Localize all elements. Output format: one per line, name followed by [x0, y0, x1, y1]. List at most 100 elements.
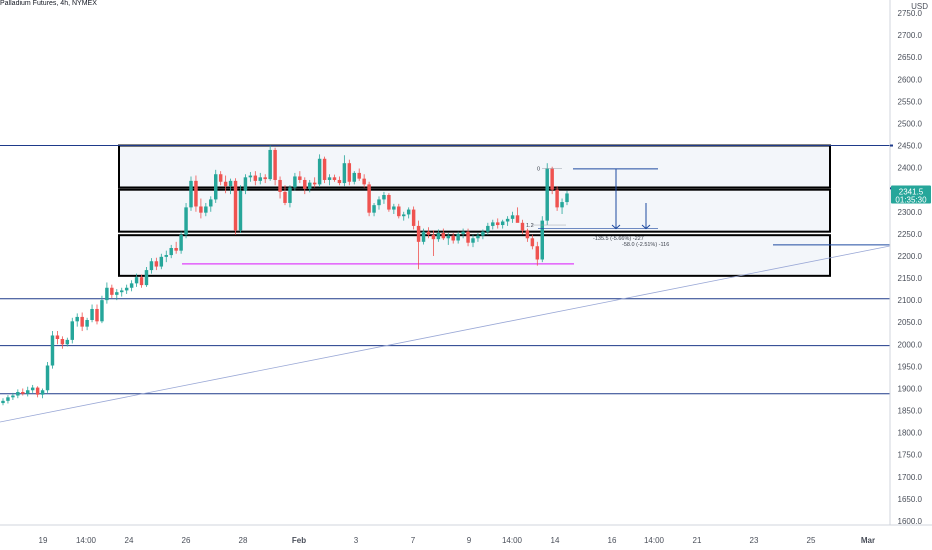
candle-body	[233, 180, 238, 231]
candle	[397, 203, 401, 219]
candle	[456, 231, 460, 244]
candle-body	[515, 215, 520, 223]
candle-body	[164, 255, 168, 257]
y-tick-label: 2150.0	[898, 274, 923, 283]
candle-body	[327, 177, 332, 180]
candle	[253, 171, 258, 186]
candle-body	[530, 238, 535, 247]
candle	[446, 232, 450, 245]
candle-body	[392, 206, 396, 210]
x-tick-label: 25	[807, 536, 816, 545]
candle-body	[139, 277, 144, 286]
x-tick-label: 23	[750, 536, 759, 545]
candle-body	[16, 392, 20, 396]
candle	[416, 220, 421, 270]
candle-body	[1, 400, 5, 404]
candle	[243, 174, 248, 195]
candle	[322, 156, 327, 184]
candle-body	[75, 316, 79, 322]
candle	[124, 284, 129, 294]
candle-body	[416, 225, 421, 242]
y-tick-label: 1650.0	[898, 495, 923, 504]
candle-body	[238, 190, 243, 231]
candle	[436, 229, 441, 242]
x-tick-label: 14:00	[76, 536, 97, 545]
candle	[120, 287, 124, 297]
candle	[535, 241, 540, 266]
candle-body	[90, 308, 94, 321]
x-tick-label: 14:00	[644, 536, 665, 545]
candle-body	[30, 387, 35, 391]
candle	[199, 198, 203, 219]
candle	[75, 313, 79, 327]
candle	[461, 228, 465, 239]
x-tick-label: 14	[551, 536, 560, 545]
zone-box-1	[118, 144, 831, 189]
candle	[476, 232, 480, 242]
candle	[308, 179, 312, 193]
candle	[288, 185, 292, 208]
candle	[164, 250, 168, 263]
candle-body	[535, 246, 540, 260]
candle-body	[382, 194, 386, 200]
candle-body	[60, 339, 65, 345]
axis-level-marker	[890, 144, 893, 147]
candle-body	[411, 209, 416, 226]
candle	[35, 386, 40, 398]
candle	[510, 211, 515, 223]
candle-body	[228, 180, 233, 187]
countdown-value: 01:35:30	[895, 195, 927, 204]
candle-body	[406, 209, 411, 215]
candle	[481, 229, 485, 240]
candle-body	[273, 149, 277, 180]
candle	[362, 174, 366, 188]
currency-label: USD	[911, 2, 928, 11]
candle	[431, 230, 436, 256]
candle	[471, 234, 475, 248]
candle-body	[500, 221, 505, 226]
candle	[342, 155, 347, 187]
candle	[273, 147, 277, 186]
candle	[312, 177, 317, 188]
y-tick-label: 2100.0	[898, 296, 923, 305]
candle-body	[308, 182, 312, 189]
y-tick-label: 2650.0	[898, 53, 923, 62]
candle	[65, 337, 70, 347]
candle-body	[134, 277, 139, 284]
candle	[491, 219, 495, 230]
candle	[214, 169, 218, 203]
candle-body	[560, 202, 564, 208]
candle-body	[317, 158, 322, 185]
candle-body	[70, 321, 74, 340]
y-tick-label: 2600.0	[898, 75, 923, 84]
candle-body	[253, 175, 258, 181]
candle-body	[496, 222, 500, 226]
x-tick-label: Mar	[861, 536, 875, 545]
candle-body	[367, 184, 371, 213]
y-tick-label: 1800.0	[898, 429, 923, 438]
candle	[298, 171, 302, 184]
candle	[1, 398, 5, 406]
candle	[40, 388, 45, 399]
candle	[387, 193, 391, 212]
x-tick-label: 14:00	[502, 536, 523, 545]
candle	[392, 203, 396, 214]
candle-body	[184, 207, 188, 235]
candle	[347, 159, 352, 186]
candle	[179, 231, 183, 254]
candle-body	[243, 177, 248, 191]
candle	[545, 163, 549, 226]
candle	[372, 202, 376, 217]
candle	[466, 228, 470, 247]
candle	[30, 384, 35, 393]
candle-body	[120, 290, 124, 293]
candle-body	[461, 231, 465, 234]
x-tick-label: 19	[39, 536, 48, 545]
candle-body	[174, 248, 178, 251]
candle-body	[466, 231, 470, 243]
candle	[540, 216, 544, 263]
candle	[520, 219, 525, 234]
y-tick-label: 2250.0	[898, 230, 923, 239]
candle-body	[481, 231, 485, 236]
